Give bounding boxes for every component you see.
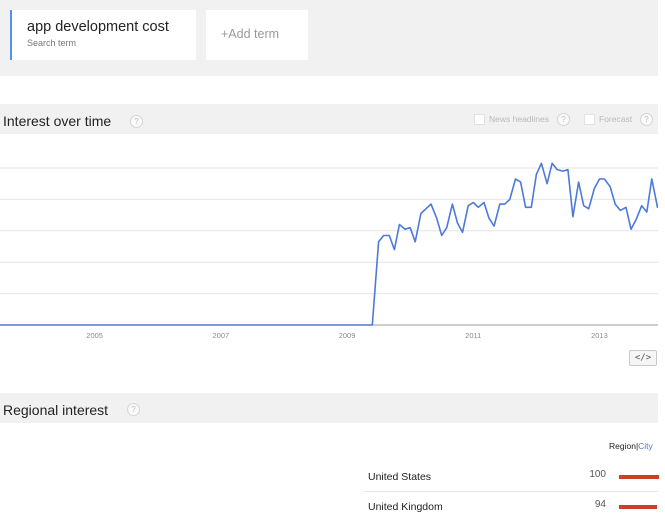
forecast-checkbox[interactable] <box>584 114 595 125</box>
regional-interest-title: Regional interest <box>3 402 109 418</box>
region-bar <box>619 475 659 479</box>
region-toggle-city[interactable]: City <box>638 441 653 451</box>
regional-help-icon[interactable]: ? <box>127 403 140 416</box>
news-headlines-checkbox[interactable] <box>474 114 485 125</box>
search-terms-bar: app development cost Search term +Add te… <box>0 0 658 76</box>
forecast-help-icon[interactable]: ? <box>640 113 653 126</box>
region-toggle-separator: | <box>635 441 639 451</box>
search-term-name: app development cost <box>27 19 169 35</box>
region-value: 100 <box>589 469 606 480</box>
region-row[interactable]: United Kingdom 94 <box>360 493 658 521</box>
interest-over-time-chart: 2005 2007 2009 2011 2013 <box>0 162 658 340</box>
search-term-card[interactable]: app development cost Search term <box>10 10 196 60</box>
interest-series-line <box>0 162 658 326</box>
news-headlines-label: News headlines <box>489 114 550 124</box>
region-row-divider <box>364 491 658 492</box>
region-value: 94 <box>594 499 606 510</box>
embed-code-button[interactable]: </> <box>629 350 657 366</box>
chart-x-tick-label: 2011 <box>465 331 481 340</box>
region-city-toggle: Region|City <box>609 441 653 451</box>
region-row[interactable]: United States 100 <box>360 463 659 491</box>
interest-over-time-header: Interest over time ? News headlines ? Fo… <box>0 104 658 134</box>
regional-interest-header: Regional interest ? <box>0 393 658 423</box>
chart-x-tick-label: 2009 <box>339 331 356 340</box>
forecast-label: Forecast <box>599 114 633 124</box>
add-term-button[interactable]: +Add term <box>206 10 308 60</box>
interest-over-time-title: Interest over time <box>3 113 112 129</box>
region-toggle-region[interactable]: Region <box>609 441 636 451</box>
search-term-sublabel: Search term <box>27 38 77 48</box>
chart-gridlines <box>0 167 658 326</box>
interest-help-icon[interactable]: ? <box>130 115 143 128</box>
chart-x-ticks: 2005 2007 2009 2011 2013 <box>86 331 607 340</box>
region-name: United States <box>368 471 432 483</box>
chart-x-tick-label: 2013 <box>591 331 608 340</box>
add-term-label: +Add term <box>221 27 280 41</box>
region-bar <box>619 505 657 509</box>
region-name: United Kingdom <box>368 501 443 513</box>
news-headlines-help-icon[interactable]: ? <box>557 113 570 126</box>
chart-x-tick-label: 2007 <box>213 331 230 340</box>
chart-x-tick-label: 2005 <box>86 331 103 340</box>
